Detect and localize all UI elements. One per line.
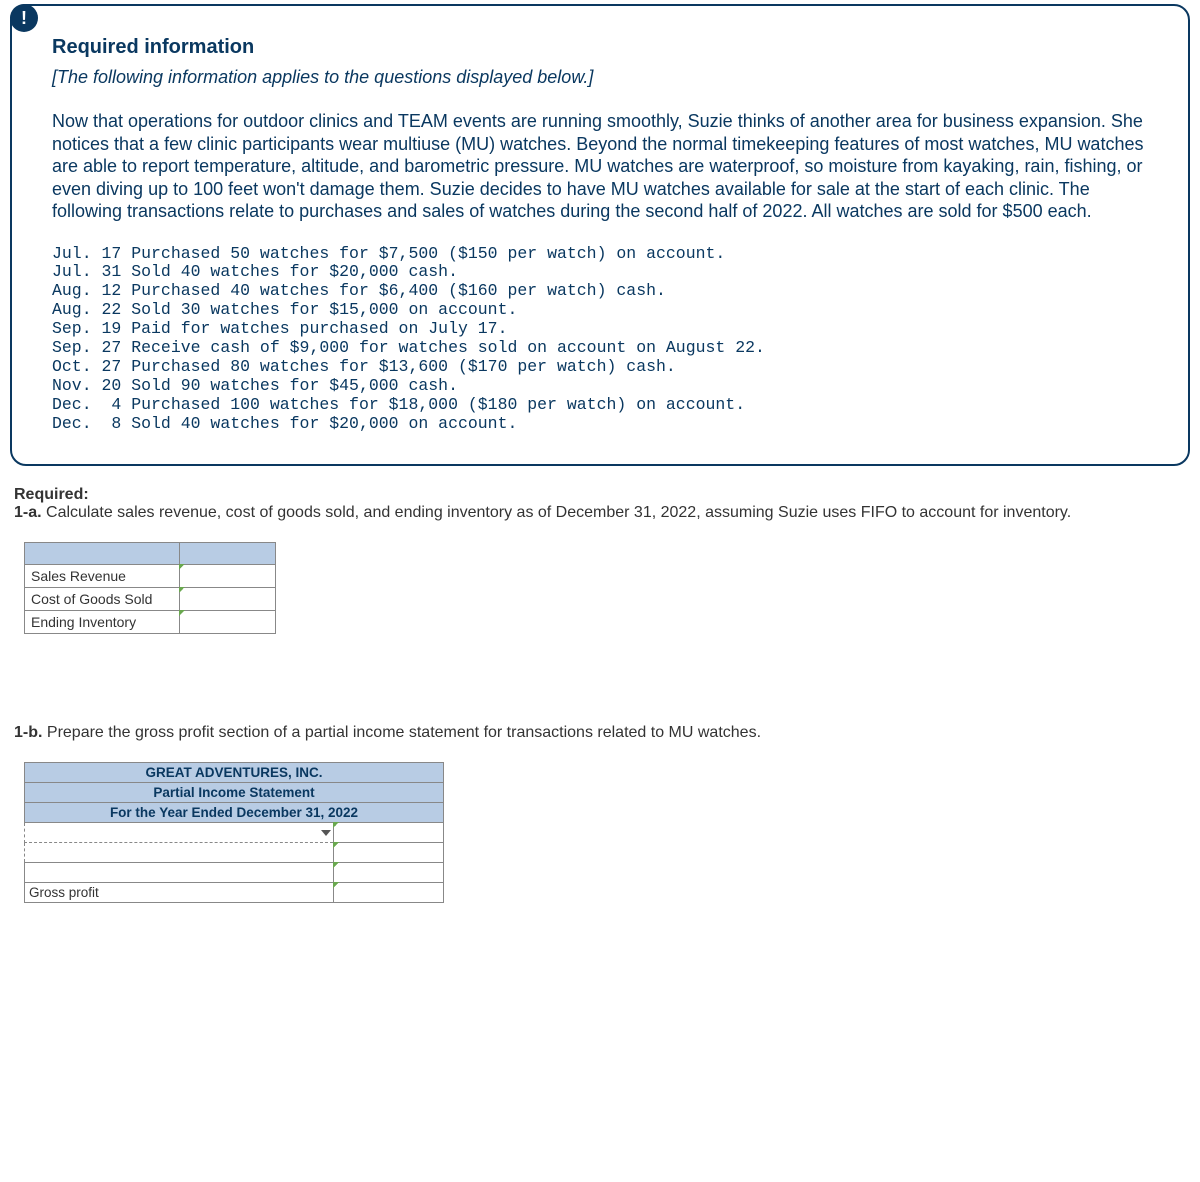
- q1a-text: Calculate sales revenue, cost of goods s…: [42, 504, 1072, 521]
- income-line2-select[interactable]: [25, 843, 334, 863]
- question-1b: 1-b. Prepare the gross profit section of…: [14, 724, 1186, 903]
- chevron-down-icon: [321, 830, 331, 836]
- fifo-table: Sales Revenue Cost of Goods Sold Ending …: [24, 542, 276, 634]
- q1b-text: Prepare the gross profit section of a pa…: [42, 724, 761, 741]
- income-header-period: For the Year Ended December 31, 2022: [25, 803, 444, 823]
- income-blank-value[interactable]: [334, 863, 444, 883]
- gross-profit-value[interactable]: [334, 883, 444, 903]
- required-info-title: Required information: [52, 36, 1148, 59]
- transactions-list: Jul. 17 Purchased 50 watches for $7,500 …: [52, 245, 1148, 435]
- info-panel: ! Required information [The following in…: [10, 4, 1190, 466]
- income-header-company: GREAT ADVENTURES, INC.: [25, 763, 444, 783]
- sales-revenue-label: Sales Revenue: [25, 565, 180, 588]
- income-line2-value[interactable]: [334, 843, 444, 863]
- income-line1-value[interactable]: [334, 823, 444, 843]
- income-line1-select[interactable]: [25, 823, 334, 843]
- cogs-label: Cost of Goods Sold: [25, 588, 180, 611]
- required-label: Required:: [14, 486, 89, 503]
- gross-profit-label: Gross profit: [25, 883, 334, 903]
- cogs-input[interactable]: [180, 588, 276, 611]
- table1-header-value: [180, 543, 276, 565]
- table1-header-blank: [25, 543, 180, 565]
- income-statement-table: GREAT ADVENTURES, INC. Partial Income St…: [24, 762, 444, 903]
- q1b-label: 1-b.: [14, 724, 42, 741]
- sales-revenue-input[interactable]: [180, 565, 276, 588]
- ending-inventory-input[interactable]: [180, 611, 276, 634]
- income-blank-row: [25, 863, 334, 883]
- q1a-label: 1-a.: [14, 504, 42, 521]
- question-1a: Required: 1-a. Calculate sales revenue, …: [14, 486, 1186, 634]
- scenario-paragraph: Now that operations for outdoor clinics …: [52, 110, 1148, 223]
- info-badge-icon: !: [10, 4, 38, 32]
- income-header-title: Partial Income Statement: [25, 783, 444, 803]
- ending-inventory-label: Ending Inventory: [25, 611, 180, 634]
- required-info-subtitle: [The following information applies to th…: [52, 67, 1148, 88]
